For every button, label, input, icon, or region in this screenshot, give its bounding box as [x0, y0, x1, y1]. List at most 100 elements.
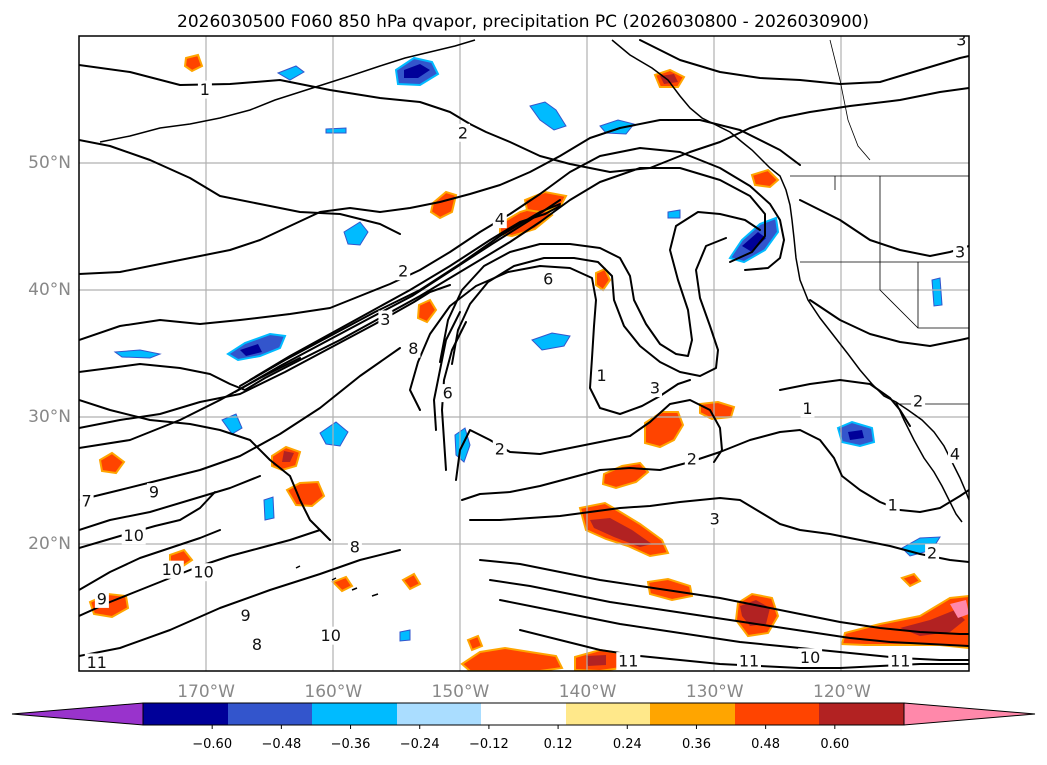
colorbar-bin-neg-036: [312, 703, 397, 725]
contour-line: [79, 475, 261, 531]
contour-label: 10: [321, 626, 341, 645]
contour-label: 8: [408, 339, 418, 358]
colorbar-bin-neg-060: [143, 703, 228, 725]
contour-label: 10: [800, 648, 820, 667]
colorbar-frame: [142, 702, 905, 726]
colorbar-tick-label: −0.24: [400, 737, 440, 752]
lat-tick-label: 30°N: [28, 407, 71, 427]
contour-label: 1: [888, 495, 898, 514]
contour-label-background: [594, 366, 609, 385]
colorbar: −0.60 −0.48 −0.36 −0.24 −0.12 0.12 0.24 0.36 0.4…: [11, 702, 1036, 752]
contour-label-background: [440, 384, 455, 403]
contour-label-background: [888, 652, 913, 671]
lat-tick-label: 40°N: [28, 280, 71, 300]
colorbar-extend-positive: [903, 702, 1036, 726]
contour-label-background: [84, 653, 109, 671]
contour-label: 7: [82, 492, 92, 511]
lon-tick-label: 130°W: [686, 682, 744, 702]
precip-positive-patch: [750, 168, 780, 189]
contour-label-background: [318, 626, 343, 645]
contour-label: 8: [350, 537, 360, 556]
contour-label: 4: [950, 445, 960, 464]
lon-tick-label: 140°W: [559, 682, 617, 702]
contour-line: [799, 199, 969, 257]
contour-line: [489, 579, 969, 647]
contour-label-background: [238, 606, 253, 625]
contour-label-background: [197, 80, 212, 99]
contour-label: 11: [618, 652, 638, 671]
contour-line: [234, 199, 561, 393]
contour-label-background: [911, 391, 926, 410]
lat-tick-label: 50°N: [28, 153, 71, 173]
contour-line: [439, 211, 761, 363]
colorbar-tick-label: −0.12: [469, 737, 509, 752]
contour-line: [639, 39, 969, 85]
contour-label-background: [347, 537, 362, 556]
precip-positive-patch: [900, 572, 922, 588]
colorbar-tick-label: 0.12: [544, 737, 573, 752]
contour-label-background: [121, 526, 146, 545]
precip-negative-patch: [599, 119, 635, 135]
colorbar-bin-neg-048: [228, 703, 312, 725]
contour-line: [79, 284, 451, 429]
contour-line: [79, 64, 969, 173]
colorbar-bin-pos-036: [735, 703, 819, 725]
precip-positive-patch: [285, 480, 326, 508]
precip-strong-positive-core: [590, 518, 652, 547]
contour-label-background: [378, 310, 393, 329]
contour-line: [461, 429, 969, 513]
contour-label-background: [948, 445, 962, 464]
contour-label-background: [406, 339, 421, 358]
precip-strong-negative-core: [404, 64, 430, 78]
contour-label-background: [737, 652, 761, 671]
colorbar-bin-pos-012: [566, 703, 650, 725]
precip-negative-patch: [931, 277, 943, 307]
contour-label-background: [954, 36, 969, 50]
contour-label-background: [396, 262, 411, 281]
precip-strong-negative-core: [240, 344, 262, 356]
contour-label-background: [492, 440, 507, 458]
baja-california-coast: [895, 401, 963, 523]
contour-line: [809, 299, 969, 347]
hawaii-islands: [295, 565, 379, 597]
lon-tick-label: 150°W: [432, 682, 490, 702]
contour-label: 2: [687, 450, 697, 469]
map-frame: [78, 35, 970, 672]
contour-label-background: [684, 450, 699, 469]
contour-label: 3: [956, 31, 966, 50]
contour-line: [79, 357, 301, 449]
colorbar-tick-label: 0.24: [613, 737, 642, 752]
contour-label: 1: [802, 399, 812, 418]
precip-negative-patch: [667, 209, 681, 219]
contour-label-background: [492, 210, 507, 229]
colorbar-bin-neutral: [481, 703, 566, 725]
contour-label: 6: [443, 384, 453, 403]
contour-label-background: [191, 563, 216, 582]
precip-positive-patch: [416, 298, 438, 324]
precip-positive-patch: [331, 575, 354, 593]
contour-line: [79, 549, 401, 657]
contour-line: [779, 379, 911, 427]
contour-line: [79, 119, 801, 275]
precip-positive-patch: [183, 53, 204, 73]
colorbar-extend-negative: [11, 702, 144, 726]
precip-positive-patch: [460, 646, 564, 671]
colorbar-tick-label: −0.60: [192, 737, 232, 752]
contour-label-background: [541, 269, 556, 288]
contour-line: [479, 559, 969, 635]
alaska-canada-border: [829, 39, 871, 161]
longitude-tick-labels: 170°W 160°W 150°W 140°W 130°W 120°W: [177, 682, 871, 702]
contour-label-background: [800, 399, 815, 418]
contour-label: 8: [252, 635, 262, 654]
colorbar-tick-label: 0.36: [682, 737, 711, 752]
coastlines: [99, 39, 969, 597]
contour-label: 9: [97, 589, 107, 608]
latitude-tick-labels: 50°N 40°N 30°N 20°N: [28, 153, 71, 554]
colorbar-tick-label: 0.60: [820, 737, 849, 752]
contour-line: [79, 147, 785, 341]
contour-label-background: [616, 652, 641, 671]
contour-line: [469, 497, 969, 563]
